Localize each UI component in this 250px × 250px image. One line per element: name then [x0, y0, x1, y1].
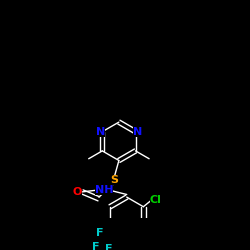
- Text: O: O: [72, 187, 82, 197]
- Text: F: F: [92, 242, 100, 250]
- Text: F: F: [96, 228, 104, 238]
- Text: NH: NH: [95, 185, 113, 195]
- Text: Cl: Cl: [150, 195, 162, 205]
- Text: N: N: [96, 127, 105, 137]
- Text: N: N: [133, 127, 142, 137]
- Text: F: F: [105, 244, 112, 250]
- Text: S: S: [110, 175, 118, 185]
